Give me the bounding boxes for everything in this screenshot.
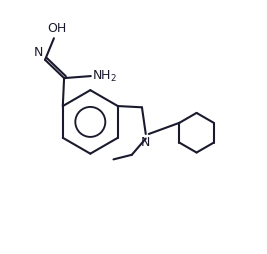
Text: N: N <box>34 45 43 58</box>
Text: OH: OH <box>47 22 66 35</box>
Text: NH$_2$: NH$_2$ <box>92 69 117 84</box>
Text: N: N <box>141 136 150 149</box>
